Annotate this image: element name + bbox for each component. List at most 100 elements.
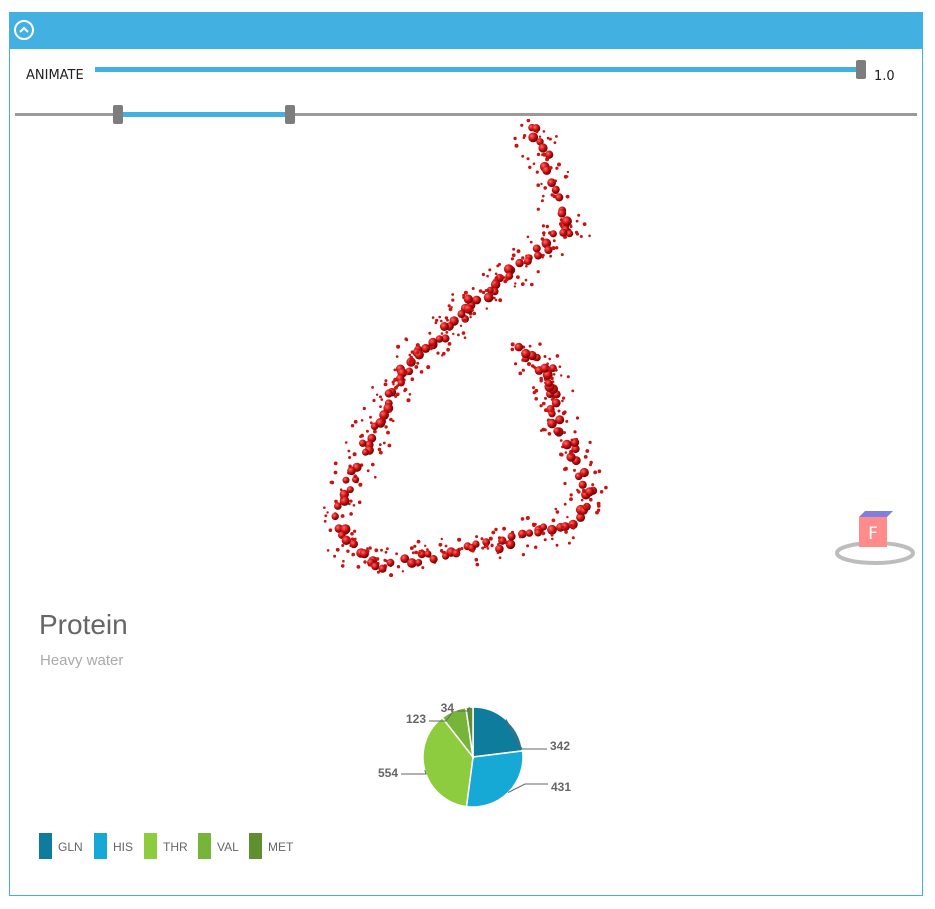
atom [456,552,460,556]
atom [534,388,539,393]
atom [555,510,560,514]
chart-title: Protein [39,609,128,640]
atom [563,410,567,415]
atom [546,136,550,140]
atom [516,275,520,279]
atom [551,398,561,408]
molecule-3d-view[interactable] [290,119,650,589]
atom [497,543,500,546]
atom [380,398,384,401]
atom [347,537,351,542]
atom [403,387,408,392]
atom [510,257,514,261]
atom [544,245,553,255]
range-slider-low-thumb[interactable] [113,105,123,124]
atom [408,393,412,396]
atom [569,451,574,456]
atom [504,540,508,545]
animate-slider-thumb[interactable] [856,60,866,79]
legend-swatch [249,833,262,859]
atom [440,319,443,323]
atom [472,311,477,316]
atom [541,153,544,157]
atom [431,316,435,319]
atom [351,552,355,557]
atom [534,251,543,260]
atom [552,185,560,194]
atom [384,389,393,398]
atom [545,157,550,162]
atom [462,293,466,297]
atom [559,228,568,237]
pie-slice-thr[interactable] [422,716,474,808]
animate-slider-track[interactable] [95,67,863,72]
atom [528,132,539,143]
atom [463,336,467,339]
atom [604,485,608,490]
atom [444,544,448,548]
atom [383,382,388,387]
atom [541,238,552,249]
atom [389,417,393,422]
atom [440,332,444,335]
atom [393,377,398,382]
atom [426,365,431,370]
atom [401,570,405,573]
atom [382,441,386,445]
atom [525,264,528,268]
atom [565,419,569,423]
atom [396,392,400,397]
pie-leader-line [507,783,548,793]
atom [582,222,587,226]
atom [424,550,432,558]
atom [421,343,431,353]
atom [326,511,329,514]
atom [350,424,355,428]
pie-slice-gln[interactable] [472,706,524,758]
atom [542,231,546,235]
atom [570,438,574,442]
atom [566,375,570,379]
atom [520,282,525,286]
atom [561,399,564,403]
atom [561,216,572,227]
range-slider-high-thumb[interactable] [285,105,295,124]
atom [472,295,482,305]
atom [335,547,340,552]
navigation-cube[interactable]: F [835,509,917,567]
atom [347,449,351,453]
atom [388,410,392,413]
atom [409,358,414,362]
atom [583,455,588,459]
pie-slice-his[interactable] [465,750,524,808]
atom [555,135,558,138]
atom [378,443,382,446]
atom [379,395,382,399]
atom [474,557,479,562]
chevron-up-icon[interactable] [14,20,34,40]
atom [507,532,516,541]
atom [573,430,577,434]
atom [452,332,455,336]
atom [498,556,502,559]
atom [588,234,591,238]
atom [505,277,509,282]
atom [446,347,450,352]
atom [447,342,452,346]
range-slider-selection[interactable] [122,112,290,117]
atom [392,383,395,386]
atom [538,342,542,346]
atom [440,537,443,541]
atom [521,154,525,158]
atom [486,274,489,278]
atom [549,166,553,170]
atom [369,415,372,419]
atom [331,512,339,521]
range-slider-track[interactable] [15,113,917,116]
atom [396,565,401,569]
atom [349,512,353,516]
atom [395,552,398,556]
atom [494,527,498,532]
atom [490,288,494,291]
legend-label: GLN [58,840,83,854]
